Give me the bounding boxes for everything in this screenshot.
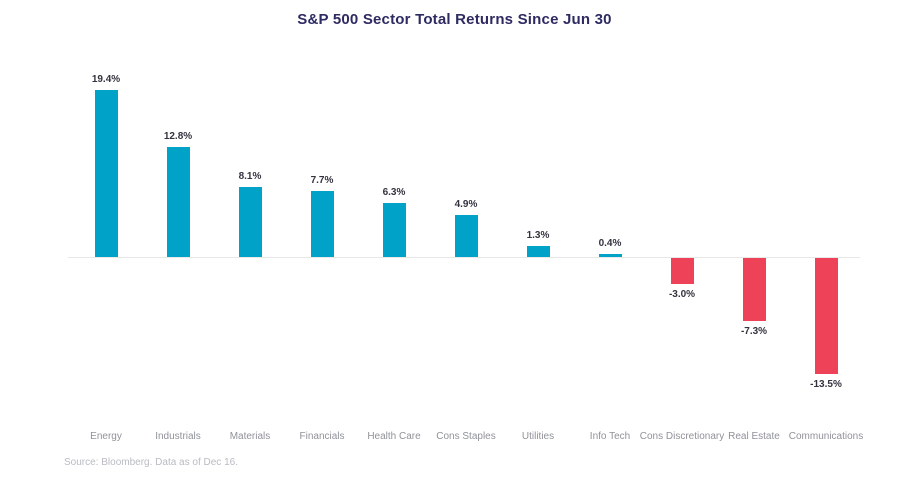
bar-utilities [526, 246, 550, 257]
bar-value-label: 6.3% [382, 187, 406, 198]
bar-value-label: 12.8% [163, 131, 193, 142]
category-label: Cons Discretionary [639, 431, 725, 442]
bar-value-label: 8.1% [238, 171, 262, 182]
bar-cons-staples [454, 215, 478, 257]
bar-value-label: -3.0% [668, 289, 696, 300]
category-label: Energy [90, 431, 122, 442]
bar-info-tech [598, 254, 622, 257]
category-label: Real Estate [728, 431, 780, 442]
bar-real-estate [742, 258, 766, 321]
bar-industrials [166, 147, 190, 257]
category-label: Info Tech [589, 431, 631, 442]
category-label: Industrials [155, 431, 201, 442]
bar-value-label: -7.3% [740, 326, 768, 337]
bar-materials [238, 187, 262, 257]
bar-health-care [382, 203, 406, 257]
bar-value-label: -13.5% [810, 379, 842, 390]
bar-communications [814, 258, 838, 374]
category-label: Financials [299, 431, 345, 442]
category-label: Cons Staples [436, 431, 496, 442]
bar-cons-discretionary [670, 258, 694, 284]
chart-title: S&P 500 Sector Total Returns Since Jun 3… [297, 11, 612, 28]
category-label: Health Care [367, 431, 421, 442]
bar-financials [310, 191, 334, 257]
source-note: Source: Bloomberg. Data as of Dec 16. [64, 457, 238, 468]
bar-value-label: 0.4% [598, 238, 622, 249]
category-label: Utilities [521, 431, 555, 442]
bar-value-label: 4.9% [454, 199, 478, 210]
category-label: Communications [788, 431, 864, 442]
zero-axis-line [68, 257, 860, 258]
bar-energy [94, 90, 118, 257]
category-label: Materials [229, 431, 271, 442]
bar-value-label: 19.4% [91, 74, 121, 85]
bar-value-label: 1.3% [526, 230, 550, 241]
bar-value-label: 7.7% [310, 175, 334, 186]
